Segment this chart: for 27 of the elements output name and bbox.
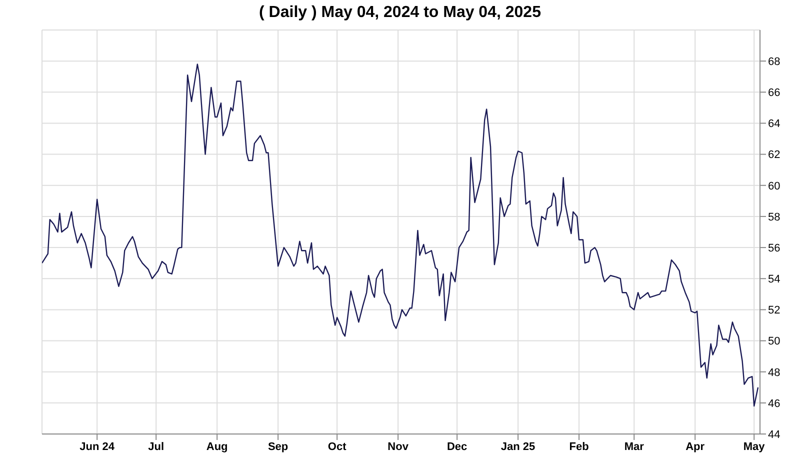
y-tick-label: 52: [768, 304, 780, 317]
y-tick-label: 56: [768, 242, 780, 254]
x-tick-label: Nov: [388, 440, 410, 453]
x-tick-label: Feb: [569, 440, 590, 453]
x-tick-label: Mar: [624, 440, 645, 453]
x-tick-label: Apr: [686, 440, 706, 453]
x-tick-label: May: [743, 440, 766, 453]
y-tick-label: 60: [768, 180, 780, 192]
y-tick-label: 44: [768, 428, 780, 441]
chart-title: ( Daily ) May 04, 2024 to May 04, 2025: [258, 3, 542, 23]
y-tick-label: 54: [768, 274, 780, 286]
y-tick-label: 64: [768, 118, 780, 130]
x-tick-label: Jan 25: [500, 440, 536, 453]
y-tick-label: 62: [768, 149, 780, 162]
line-series: [42, 64, 759, 407]
x-tick-label: Aug: [206, 440, 228, 453]
x-tick-label: Sep: [268, 440, 288, 453]
y-tick-label: 46: [768, 398, 780, 410]
x-tick-label: Dec: [446, 440, 468, 453]
y-tick-label: 50: [768, 336, 780, 348]
x-tick-label: Jul: [148, 440, 164, 453]
y-tick-label: 48: [768, 366, 780, 379]
x-tick-label: Jun 24: [80, 440, 116, 453]
y-tick-label: 66: [768, 87, 780, 100]
x-tick-label: Oct: [328, 440, 347, 453]
y-tick-label: 68: [768, 56, 780, 68]
y-tick-label: 58: [768, 211, 780, 224]
